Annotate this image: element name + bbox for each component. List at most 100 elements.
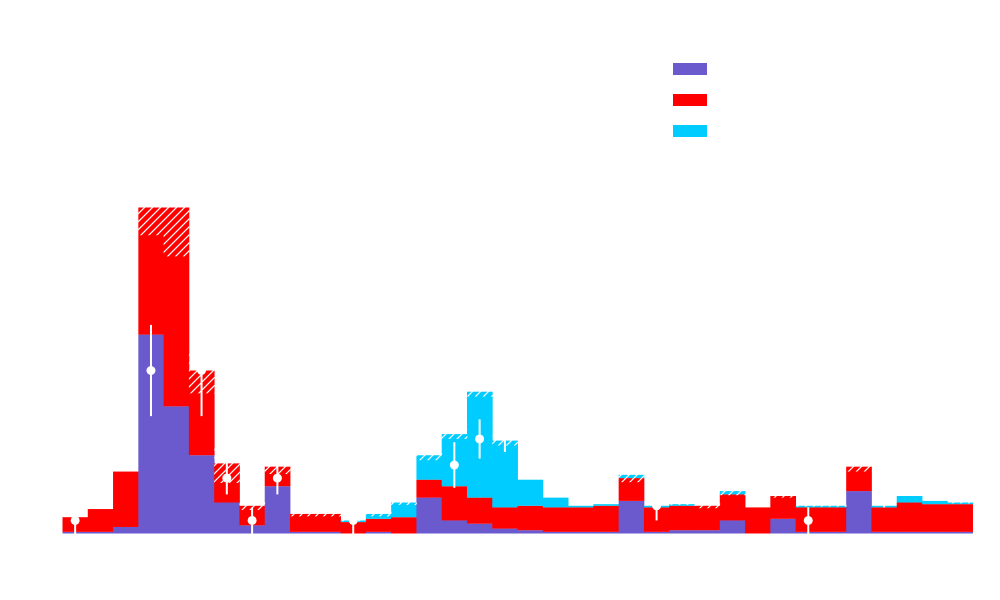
bar-s2-bin-1 [87, 509, 114, 532]
bar-s1-bin-35 [947, 531, 973, 534]
data-point-bin-15 [449, 460, 459, 470]
bar-s2-bin-15 [441, 486, 468, 521]
bar-s1-bin-15 [441, 520, 468, 534]
bar-s2-bin-26 [719, 494, 746, 521]
data-point-bin-9 [298, 488, 308, 498]
legend-swatch-s1 [673, 63, 707, 75]
uncertainty-band-bin-30 [820, 504, 847, 507]
bar-s3-bin-33 [896, 496, 923, 503]
bar-s2-bin-34 [922, 504, 948, 532]
bar-s3-bin-34 [922, 500, 948, 505]
bar-s2-bin-35 [947, 504, 973, 532]
bar-s1-bin-18 [517, 530, 544, 534]
data-point-bin-18 [525, 406, 535, 416]
bar-s3-bin-21 [593, 504, 620, 506]
legend-swatch-s2 [673, 94, 707, 106]
uncertainty-band-bin-12 [365, 511, 392, 517]
uncertainty-band-bin-14 [416, 450, 443, 461]
bar-s1-bin-10 [315, 531, 341, 534]
bar-s1-bin-31 [846, 491, 872, 534]
data-point-bin-23 [652, 501, 662, 511]
uncertainty-band-bin-9 [290, 511, 316, 517]
bar-s2-bin-16 [466, 497, 493, 524]
data-point-bin-3 [146, 366, 156, 375]
bar-s2-bin-10 [315, 513, 341, 532]
bar-s2-bin-17 [492, 507, 518, 529]
bar-s2-bin-20 [568, 507, 594, 532]
bar-s1-bin-4 [163, 406, 190, 534]
bar-s1-bin-34 [922, 531, 948, 534]
uncertainty-band-bin-24 [669, 503, 695, 505]
data-point-bin-8 [272, 473, 282, 483]
bar-s1-bin-16 [466, 523, 493, 534]
uncertainty-band-bin-3 [138, 179, 165, 236]
bar-s1-bin-21 [593, 531, 620, 534]
uncertainty-band-bin-28 [770, 494, 797, 498]
bar-s2-bin-27 [745, 507, 771, 534]
bar-s2-bin-24 [669, 505, 695, 531]
bar-s1-bin-22 [618, 500, 645, 534]
bar-s2-bin-28 [770, 496, 797, 519]
bar-s2-bin-18 [517, 505, 544, 531]
bar-s2-bin-30 [820, 507, 847, 532]
uncertainty-band-bin-35 [947, 501, 973, 504]
bar-s2-bin-19 [542, 507, 569, 532]
data-point-bin-11 [348, 515, 358, 525]
uncertainty-band-bin-4 [163, 158, 190, 257]
data-point-bin-7 [247, 515, 257, 525]
bar-s1-bin-14 [416, 497, 443, 534]
data-point-bin-6 [222, 473, 232, 483]
bar-s1-bin-30 [820, 531, 847, 534]
data-point-bin-5 [197, 366, 207, 375]
bar-s1-bin-9 [290, 531, 316, 534]
uncertainty-band-bin-26 [719, 487, 746, 496]
bar-s1-bin-33 [896, 531, 923, 534]
uncertainty-band-bin-29 [795, 504, 822, 507]
bar-s2-bin-14 [416, 479, 443, 498]
bar-s3-bin-13 [391, 502, 417, 518]
uncertainty-band-bin-16 [466, 386, 493, 397]
data-points-layer [70, 324, 889, 534]
bar-s3-bin-18 [517, 479, 544, 506]
bar-s1-bin-5 [188, 455, 215, 534]
bar-s1-bin-20 [568, 531, 594, 534]
bar-s2-bin-22 [618, 478, 645, 501]
bar-s1-bin-32 [871, 531, 898, 534]
uncertainty-band-bin-15 [441, 429, 468, 439]
uncertainty-band-bin-7 [239, 501, 266, 510]
bar-s2-bin-21 [593, 505, 620, 532]
bar-s1-bin-25 [694, 530, 721, 534]
bar-s2-bin-33 [896, 502, 923, 532]
bar-s2-bin-2 [113, 471, 139, 527]
data-point-bin-17 [500, 406, 510, 416]
data-point-bin-0 [70, 515, 80, 525]
legend-swatch-s3 [673, 125, 707, 137]
bar-s1-bin-6 [214, 502, 240, 534]
bar-s3-bin-20 [568, 505, 594, 508]
bar-s1-bin-1 [87, 531, 114, 534]
bar-s2-bin-9 [290, 513, 316, 532]
bar-s2-bin-12 [365, 518, 392, 532]
bar-s2-bin-13 [391, 517, 417, 534]
bar-s1-bin-19 [542, 531, 569, 534]
bar-s2-bin-32 [871, 507, 898, 532]
uncertainty-band-bin-31 [846, 461, 872, 472]
bar-s1-bin-24 [669, 530, 695, 534]
legend [673, 63, 707, 137]
bar-s1-bin-12 [365, 531, 392, 534]
bar-s3-bin-19 [542, 497, 569, 508]
bar-s1-bin-17 [492, 528, 518, 534]
bar-s1-bin-26 [719, 520, 746, 534]
bar-s1-bin-28 [770, 518, 797, 534]
bar-s1-bin-23 [643, 531, 670, 534]
data-point-bin-29 [803, 515, 813, 525]
data-point-bin-16 [475, 434, 485, 444]
bar-s2-bin-25 [694, 505, 721, 531]
uncertainty-band-bin-22 [618, 467, 645, 483]
uncertainty-band-layer [138, 158, 973, 522]
uncertainty-band-bin-10 [315, 511, 341, 517]
uncertainty-band-bin-25 [694, 503, 721, 509]
uncertainty-band-bin-13 [391, 500, 417, 505]
bar-s1-bin-2 [113, 526, 139, 534]
